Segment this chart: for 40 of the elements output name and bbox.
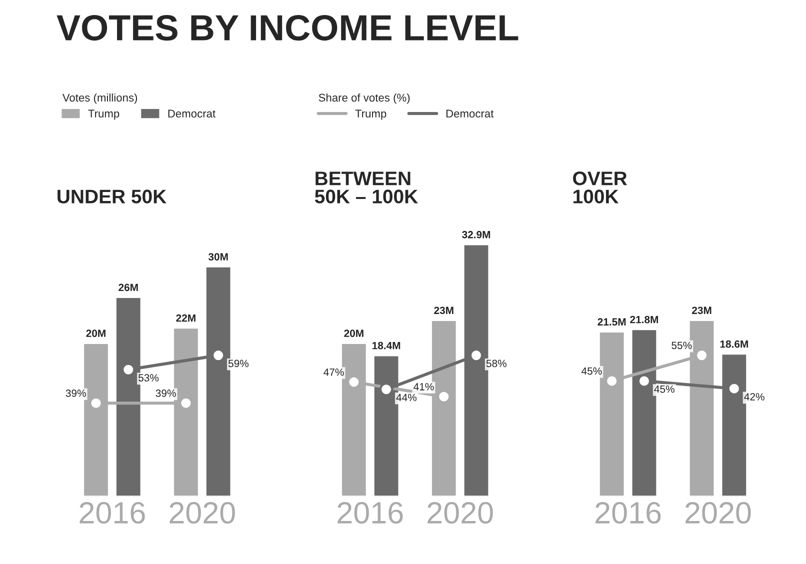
legend-label: Trump xyxy=(88,110,120,120)
chart-title: OVER 100K xyxy=(573,172,627,204)
data-label: 53% xyxy=(138,374,159,382)
text: VOTES BY INCOME LEVEL xyxy=(56,15,518,41)
data-label: 30M xyxy=(208,253,228,261)
data-label: 45% xyxy=(582,367,602,375)
data-label: 55% xyxy=(672,342,692,350)
data-label: 42% xyxy=(744,393,764,400)
chart-title: UNDER 50K xyxy=(58,190,166,204)
x-tick-label: 2020 xyxy=(686,502,751,524)
data-label: 18.6M xyxy=(720,340,748,348)
data-label: 20M xyxy=(86,330,106,338)
data-label: 23M xyxy=(434,306,454,314)
data-label: 26M xyxy=(118,284,138,292)
data-label: 44% xyxy=(396,394,417,402)
data-label: 23M xyxy=(692,306,712,314)
legend-label: Democrat xyxy=(168,110,216,118)
data-label: 21.5M xyxy=(598,318,626,326)
legend-label: Democrat xyxy=(446,110,494,118)
data-label: 45% xyxy=(654,385,674,393)
data-label: 20M xyxy=(344,330,364,338)
data-label: 39% xyxy=(66,390,86,397)
data-label: 58% xyxy=(486,360,506,368)
y2-axis-title: Share of votes (%) xyxy=(318,93,410,104)
x-tick-label: 2020 xyxy=(170,502,235,524)
x-tick-label: 2020 xyxy=(428,502,493,524)
data-label: 22M xyxy=(176,314,196,322)
data-label: 21.8M xyxy=(630,316,658,324)
data-label: 18.4M xyxy=(372,342,400,350)
data-label: 32.9M xyxy=(462,230,490,238)
x-tick-label: 2016 xyxy=(338,502,403,524)
x-tick-label: 2016 xyxy=(596,502,661,524)
x-tick-label: 2016 xyxy=(80,502,145,524)
data-label: 41% xyxy=(414,383,434,390)
data-label: 39% xyxy=(156,390,176,397)
data-label: 59% xyxy=(228,360,249,368)
legend-title: Votes (millions) xyxy=(62,93,138,104)
legend-label: Trump xyxy=(355,110,386,120)
chart-title: BETWEEN 50K – 100K xyxy=(314,172,418,204)
data-label: 47% xyxy=(324,368,344,376)
